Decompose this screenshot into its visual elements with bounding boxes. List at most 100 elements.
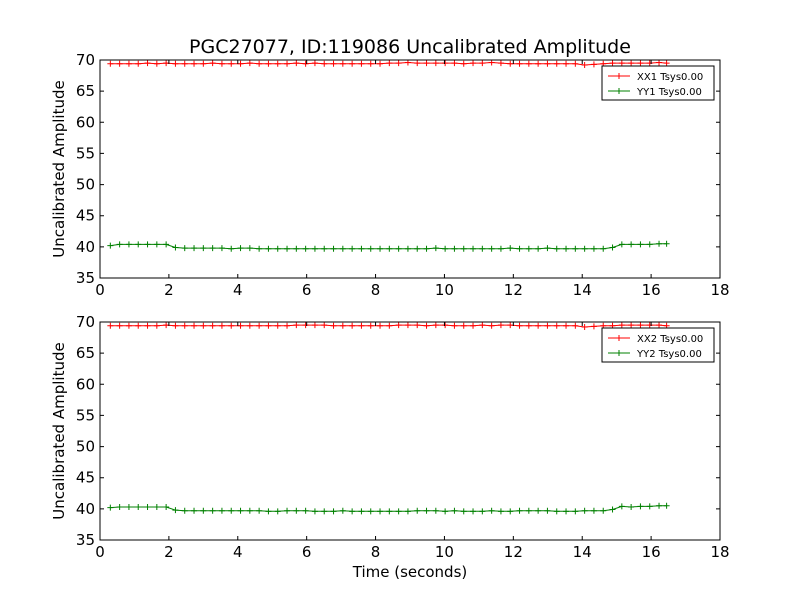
top-series-0-point [358,60,365,67]
top-series-1-point [209,245,216,252]
top-series-1-point [507,245,514,252]
bottom-series-0-point [256,322,263,329]
top-series-0-point [135,60,142,67]
bottom-x-tick-label: 0 [95,543,105,561]
bottom-series-0-point [274,322,281,329]
bottom-legend-marker-1 [616,350,622,356]
bottom-series-1-point [274,508,281,515]
top-series-1-point [181,245,188,252]
bottom-series-0-point [302,322,309,329]
top-series-1-point [125,241,132,248]
top-series-0-point [172,60,179,67]
top-series-1-point [144,241,151,248]
bottom-series-1-point [116,503,123,510]
top-series-1-point [386,245,393,252]
top-series-1-point [404,245,411,252]
top-series-1-point [302,245,309,252]
top-series-0-point [116,60,123,67]
bottom-series-0-point [451,322,458,329]
top-series-0-point [153,60,160,67]
top-series-0-point [246,60,253,67]
top-x-tick-label: 2 [164,281,174,299]
top-series-1-point [646,241,653,248]
bottom-series-0-point [153,322,160,329]
top-series-0-point [451,60,458,67]
top-series-1-point [153,241,160,248]
top-series-0-point [256,60,263,67]
bottom-series-1-point [321,508,328,515]
top-series-0-point [581,61,588,68]
top-legend-marker-0 [616,73,622,79]
top-series-1-point [107,242,114,249]
bottom-series-1-point [107,504,114,511]
x-axis-label: Time (seconds) [352,563,468,581]
bottom-series-1-point [544,507,551,514]
bottom-series-0-point [293,322,300,329]
bottom-x-tick-label: 4 [233,543,243,561]
bottom-series-1-point [358,508,365,515]
top-series-1-point [200,245,207,252]
bottom-series-0-point [228,322,235,329]
bottom-series-0-point [544,322,551,329]
top-series-0-point [377,60,384,67]
top-series-0-point [125,60,132,67]
bottom-series-1-point [377,508,384,515]
top-series-0-point [628,60,635,67]
top-series-1-point [135,241,142,248]
bottom-series-0-point [125,322,132,329]
bottom-series-0-point [553,322,560,329]
top-series-0-point [663,60,670,67]
bottom-series-0-point [181,322,188,329]
top-series-1-point [339,245,346,252]
bottom-x-tick-label: 16 [642,543,661,561]
bottom-series-1-point [293,507,300,514]
top-series-0-point [163,60,170,67]
bottom-series-0-point [460,322,467,329]
top-x-tick-label: 18 [710,281,729,299]
top-series-1-point [637,241,644,248]
bottom-series-0-point [358,322,365,329]
bottom-series-0-point [563,322,570,329]
top-series-1-point [349,245,356,252]
top-series-1-point [432,245,439,252]
bottom-x-tick-label: 10 [435,543,454,561]
top-series-0-point [572,60,579,67]
top-series-0-point [209,60,216,67]
bottom-series-0-point [404,322,411,329]
top-series-0-point [516,60,523,67]
bottom-series-1-point [609,506,616,513]
bottom-series-1-point [302,507,309,514]
bottom-series-0-point [432,322,439,329]
top-series-1-point [609,244,616,251]
top-series-1-point [451,245,458,252]
top-series-1-point [572,245,579,252]
top-series-1-point [321,245,328,252]
bottom-series-0-point [395,322,402,329]
top-x-tick-label: 12 [504,281,523,299]
top-y-tick-label: 35 [76,269,95,287]
bottom-series-1-point [663,502,670,509]
top-series-0-point [590,61,597,68]
top-series-group [107,60,670,252]
top-series-1-point [590,245,597,252]
bottom-series-0-point [311,322,318,329]
bottom-series-0-point [377,322,384,329]
top-series-1-point [311,245,318,252]
top-series-1-point [358,245,365,252]
bottom-series-0-point [144,322,151,329]
bottom-series-0-point [284,322,291,329]
top-legend-label-1: YY1 Tsys0.00 [636,87,702,98]
bottom-series-0-point [107,322,114,329]
bottom-series-1-point [311,508,318,515]
top-series-1-point [218,245,225,252]
top-series-1-point [618,241,625,248]
top-series-1-point [535,245,542,252]
top-series-1-point [293,245,300,252]
bottom-series-0-point [497,322,504,329]
top-series-0-point [525,60,532,67]
bottom-series-0-point [423,322,430,329]
bottom-legend-marker-0 [616,335,622,341]
bottom-series-1-point [237,507,244,514]
bottom-series-1-point [479,508,486,515]
bottom-series-1-point [451,507,458,514]
